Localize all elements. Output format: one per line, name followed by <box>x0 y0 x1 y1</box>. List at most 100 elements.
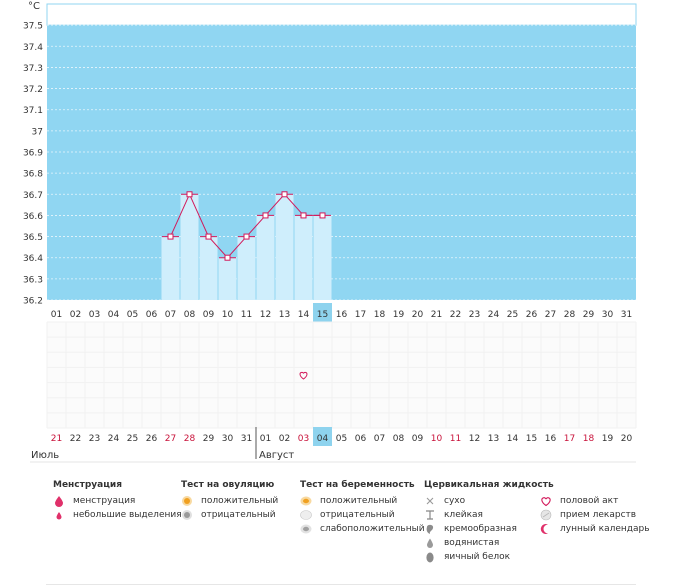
x-day-label: 03 <box>89 310 100 320</box>
cross-icon <box>424 495 436 507</box>
legend-label: яичный белок <box>444 552 511 562</box>
y-tick-label: 37.4 <box>23 43 43 53</box>
x-day-label: 25 <box>507 310 518 320</box>
x-day-label: 06 <box>146 310 158 320</box>
legend-label: отрицательный <box>320 510 395 520</box>
legend-label: кремообразная <box>444 524 517 534</box>
x-day-label: 21 <box>431 310 442 320</box>
calendar-date-label: 08 <box>393 434 405 444</box>
y-tick-label: 36.3 <box>23 275 43 285</box>
legend-item-ovulation-negative: отрицательный <box>181 508 278 522</box>
y-tick-label: 36.9 <box>23 149 43 159</box>
temperature-chart: °C 37.5 37.4 37.3 37.2 37.1 37 36.9 36.8 36.7 36.… <box>23 1 637 463</box>
sticky-icon <box>424 509 436 521</box>
x-day-label: 04 <box>108 310 120 320</box>
calendar-date-label: 31 <box>241 434 252 444</box>
current-date-highlight <box>313 427 332 446</box>
test-negative-icon <box>300 509 312 521</box>
calendar-date-label: 11 <box>450 434 461 444</box>
x-day-label: 28 <box>564 310 576 320</box>
calendar-date-label: 17 <box>564 434 575 444</box>
x-day-label: 09 <box>203 310 215 320</box>
y-tick-label: 36.8 <box>23 170 43 180</box>
legend-label: отрицательный <box>201 510 276 520</box>
temperature-point <box>186 191 193 198</box>
calendar-date-label: 01 <box>260 434 271 444</box>
calendar-date-label: 02 <box>279 434 290 444</box>
x-day-label: 15 <box>317 310 328 320</box>
legend-label: половой акт <box>560 496 619 506</box>
temperature-bar <box>256 215 275 300</box>
calendar-date-label: 27 <box>165 434 176 444</box>
calendar-date-label: 23 <box>89 434 100 444</box>
legend-item-pregnancy-weak: слабоположительный <box>300 522 425 536</box>
x-day-label: 19 <box>393 310 405 320</box>
temperature-point <box>300 212 307 219</box>
legend-label: слабоположительный <box>320 524 425 534</box>
legend-item-ovulation-positive: положительный <box>181 494 278 508</box>
events-grid <box>47 322 636 428</box>
legend-cervical-fluid: Цервикальная жидкость сухо клейкая кремо… <box>424 480 554 564</box>
y-tick-label: 36.4 <box>23 254 43 264</box>
legend-other: половой акт прием лекарств лунный календ… <box>540 494 650 536</box>
temperature-point <box>205 233 212 240</box>
calendar-date-label: 10 <box>431 434 443 444</box>
x-day-label: 16 <box>336 310 348 320</box>
temperature-bar <box>218 257 237 300</box>
x-day-label: 18 <box>374 310 386 320</box>
plot-top-band <box>46 3 637 26</box>
x-day-label: 13 <box>279 310 290 320</box>
calendar-date-label: 15 <box>526 434 537 444</box>
x-day-label: 20 <box>412 310 424 320</box>
legend-label: прием лекарств <box>560 510 637 520</box>
legend-label: небольшие выделения <box>73 510 182 520</box>
test-positive-icon <box>300 495 312 507</box>
calendar-date-label: 29 <box>203 434 215 444</box>
legend-item-medication: прием лекарств <box>540 508 650 522</box>
y-tick-label: 37.2 <box>23 85 43 95</box>
drop-icon <box>53 495 65 507</box>
legend-label: водянистая <box>444 538 500 548</box>
temperature-point <box>243 233 250 240</box>
calendar-date-label: 21 <box>51 434 62 444</box>
legend-item-pregnancy-positive: положительный <box>300 494 425 508</box>
legend-title-cervical: Цервикальная жидкость <box>424 480 554 490</box>
legend-label: лунный календарь <box>560 524 650 534</box>
x-day-label: 22 <box>450 310 461 320</box>
test-weak-icon <box>300 523 312 535</box>
temperature-point <box>167 233 174 240</box>
plot-area <box>47 4 636 300</box>
calendar-date-label: 04 <box>317 434 329 444</box>
calendar-date-label: 13 <box>488 434 499 444</box>
temperature-bar <box>161 236 180 300</box>
calendar-date-label: 18 <box>583 434 595 444</box>
calendar-date-label: 03 <box>298 434 309 444</box>
legend-item-menstruation: менструация <box>53 494 182 508</box>
legend-label: менструация <box>73 496 136 506</box>
creamy-icon <box>424 523 436 535</box>
legend-title-ovulation: Тест на овуляцию <box>181 480 275 490</box>
legend-menstruation: Менструация менструация небольшие выделе… <box>53 480 182 522</box>
y-tick-label: 37 <box>32 127 43 137</box>
x-day-label: 07 <box>165 310 176 320</box>
legend-item-intercourse: половой акт <box>540 494 650 508</box>
legend-item-spotting: небольшие выделения <box>53 508 182 522</box>
egg-white-icon <box>424 551 436 563</box>
calendar-date-label: 06 <box>355 434 367 444</box>
temperature-bar <box>313 215 332 300</box>
calendar-date-label: 07 <box>374 434 385 444</box>
calendar-date-label: 26 <box>146 434 158 444</box>
x-day-label: 14 <box>298 310 310 320</box>
calendar-date-label: 20 <box>621 434 633 444</box>
calendar-date-label: 28 <box>184 434 196 444</box>
month-label: Июль <box>31 450 59 461</box>
heart-icon <box>540 495 552 507</box>
temperature-bar <box>294 215 313 300</box>
bottom-divider <box>46 584 636 585</box>
temperature-point <box>262 212 269 219</box>
calendar-date-label: 24 <box>108 434 120 444</box>
x-day-label: 27 <box>545 310 556 320</box>
x-day-label: 11 <box>241 310 252 320</box>
x-day-label: 29 <box>583 310 595 320</box>
x-day-label: 05 <box>127 310 138 320</box>
